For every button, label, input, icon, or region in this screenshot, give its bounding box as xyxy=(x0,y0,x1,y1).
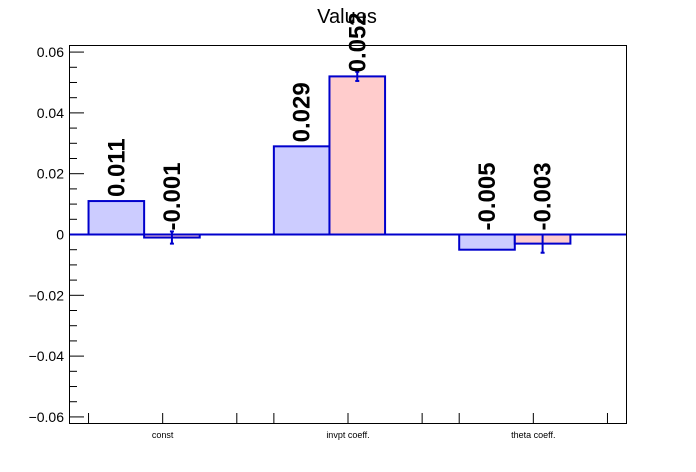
xtick-label: theta coeff. xyxy=(511,430,555,440)
ytick-label: 0.04 xyxy=(37,105,64,121)
bar-series1-2 xyxy=(458,233,516,251)
axes-layer: −0.06 −0.04 −0.02 0 0.02 0.04 0.06 const invpt c… xyxy=(29,44,608,440)
data-label: -0.003 xyxy=(530,162,557,230)
ytick-label: 0 xyxy=(56,227,64,243)
xtick-label: invpt coeff. xyxy=(326,430,369,440)
ytick-label: 0.02 xyxy=(37,166,64,182)
ytick-label: 0.06 xyxy=(37,44,64,60)
data-labels-layer: 0.011 0.029 -0.005 -0.001 0.052 -0.003 xyxy=(103,12,556,230)
bar-series1-1 xyxy=(272,145,331,236)
ytick-label: −0.06 xyxy=(29,409,65,425)
bar-series2-1 xyxy=(328,75,387,236)
data-label: 0.011 xyxy=(103,138,130,197)
data-label: -0.001 xyxy=(159,162,186,230)
xtick-label: const xyxy=(152,430,174,440)
data-label: 0.029 xyxy=(289,82,316,142)
ytick-label: −0.04 xyxy=(29,348,65,364)
bar-series1-0 xyxy=(87,200,146,236)
data-label: 0.052 xyxy=(344,12,371,72)
plot-frame xyxy=(69,45,627,424)
ytick-label: −0.02 xyxy=(29,287,65,303)
bars-layer xyxy=(70,70,626,254)
data-label: -0.005 xyxy=(474,162,501,230)
chart-title: Values xyxy=(317,6,377,28)
